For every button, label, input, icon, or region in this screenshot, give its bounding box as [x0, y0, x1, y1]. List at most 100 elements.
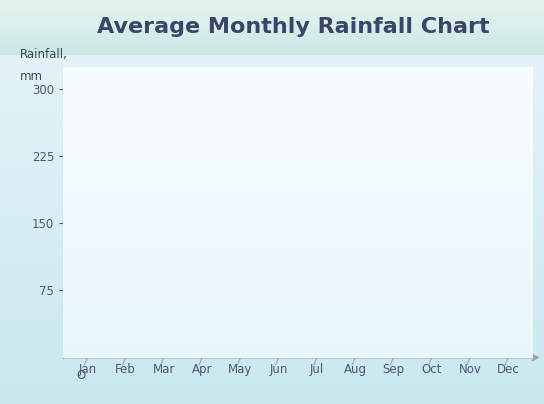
Bar — [63, 148, 533, 151]
Bar — [115, 224, 136, 225]
Bar — [0, 396, 544, 398]
Bar — [191, 350, 213, 351]
Bar — [0, 35, 544, 36]
Bar — [0, 141, 544, 143]
Bar — [460, 353, 480, 354]
Bar — [230, 196, 251, 198]
Bar — [460, 292, 480, 293]
Bar — [460, 317, 480, 318]
Bar — [230, 277, 251, 279]
Bar — [0, 21, 544, 22]
Bar — [191, 279, 213, 280]
Bar — [0, 61, 544, 63]
Bar — [191, 345, 213, 346]
Bar — [0, 79, 544, 81]
Bar — [191, 296, 213, 297]
Bar — [0, 13, 544, 14]
Bar — [115, 302, 136, 303]
Bar — [0, 11, 544, 12]
Bar — [460, 318, 480, 319]
Bar — [460, 352, 480, 353]
Bar — [153, 341, 175, 342]
Bar — [0, 44, 544, 46]
Bar — [191, 276, 213, 277]
Bar — [230, 203, 251, 204]
Bar — [63, 282, 533, 285]
Bar — [115, 240, 136, 241]
Bar — [0, 31, 544, 32]
Bar — [0, 32, 544, 34]
Bar — [230, 330, 251, 332]
Bar — [115, 318, 136, 319]
Bar — [460, 294, 480, 295]
Bar — [0, 10, 544, 11]
Bar — [421, 299, 442, 358]
Bar — [230, 248, 251, 250]
Bar — [115, 279, 136, 280]
Bar — [0, 283, 544, 285]
Bar — [306, 335, 327, 358]
Bar — [230, 340, 251, 341]
Bar — [191, 300, 213, 301]
Bar — [153, 291, 175, 292]
Bar — [230, 214, 251, 216]
Bar — [460, 319, 480, 320]
Bar — [63, 87, 533, 90]
Bar — [191, 317, 213, 318]
Bar — [63, 305, 533, 308]
Bar — [0, 20, 544, 22]
Bar — [0, 131, 544, 133]
Bar — [63, 340, 533, 343]
Bar — [0, 53, 544, 54]
Bar — [230, 317, 251, 319]
Bar — [0, 145, 544, 147]
Bar — [115, 336, 136, 337]
Bar — [0, 28, 544, 29]
Bar — [0, 202, 544, 204]
Text: Average Monthly Rainfall Chart: Average Monthly Rainfall Chart — [97, 17, 490, 37]
Bar — [153, 307, 175, 308]
Bar — [115, 284, 136, 285]
Bar — [0, 220, 544, 222]
Bar — [191, 349, 213, 350]
Bar — [0, 3, 544, 4]
Bar — [0, 222, 544, 224]
Bar — [0, 323, 544, 325]
Bar — [0, 77, 544, 79]
Bar — [191, 324, 213, 325]
Bar — [460, 327, 480, 328]
Bar — [0, 0, 544, 2]
Bar — [191, 305, 213, 306]
Bar — [0, 378, 544, 380]
Bar — [460, 300, 480, 301]
Bar — [115, 339, 136, 340]
Bar — [115, 248, 136, 249]
Bar — [153, 305, 175, 306]
Bar — [115, 243, 136, 244]
Bar — [0, 152, 544, 154]
Bar — [498, 308, 519, 358]
Bar — [460, 295, 480, 296]
Bar — [115, 266, 136, 267]
Bar — [460, 326, 480, 327]
Bar — [153, 310, 175, 311]
Bar — [460, 335, 480, 336]
Bar — [191, 357, 213, 358]
Bar — [230, 155, 251, 156]
Bar — [0, 351, 544, 354]
Bar — [115, 298, 136, 299]
Bar — [0, 390, 544, 392]
Bar — [230, 322, 251, 324]
Bar — [0, 127, 544, 129]
Bar — [115, 271, 136, 273]
Bar — [63, 218, 533, 221]
Bar — [230, 279, 251, 280]
Bar — [0, 69, 544, 71]
Bar — [230, 153, 251, 155]
Bar — [0, 53, 544, 55]
Bar — [191, 354, 213, 355]
Bar — [0, 103, 544, 105]
Bar — [0, 67, 544, 69]
Bar — [0, 168, 544, 170]
Bar — [63, 343, 533, 346]
